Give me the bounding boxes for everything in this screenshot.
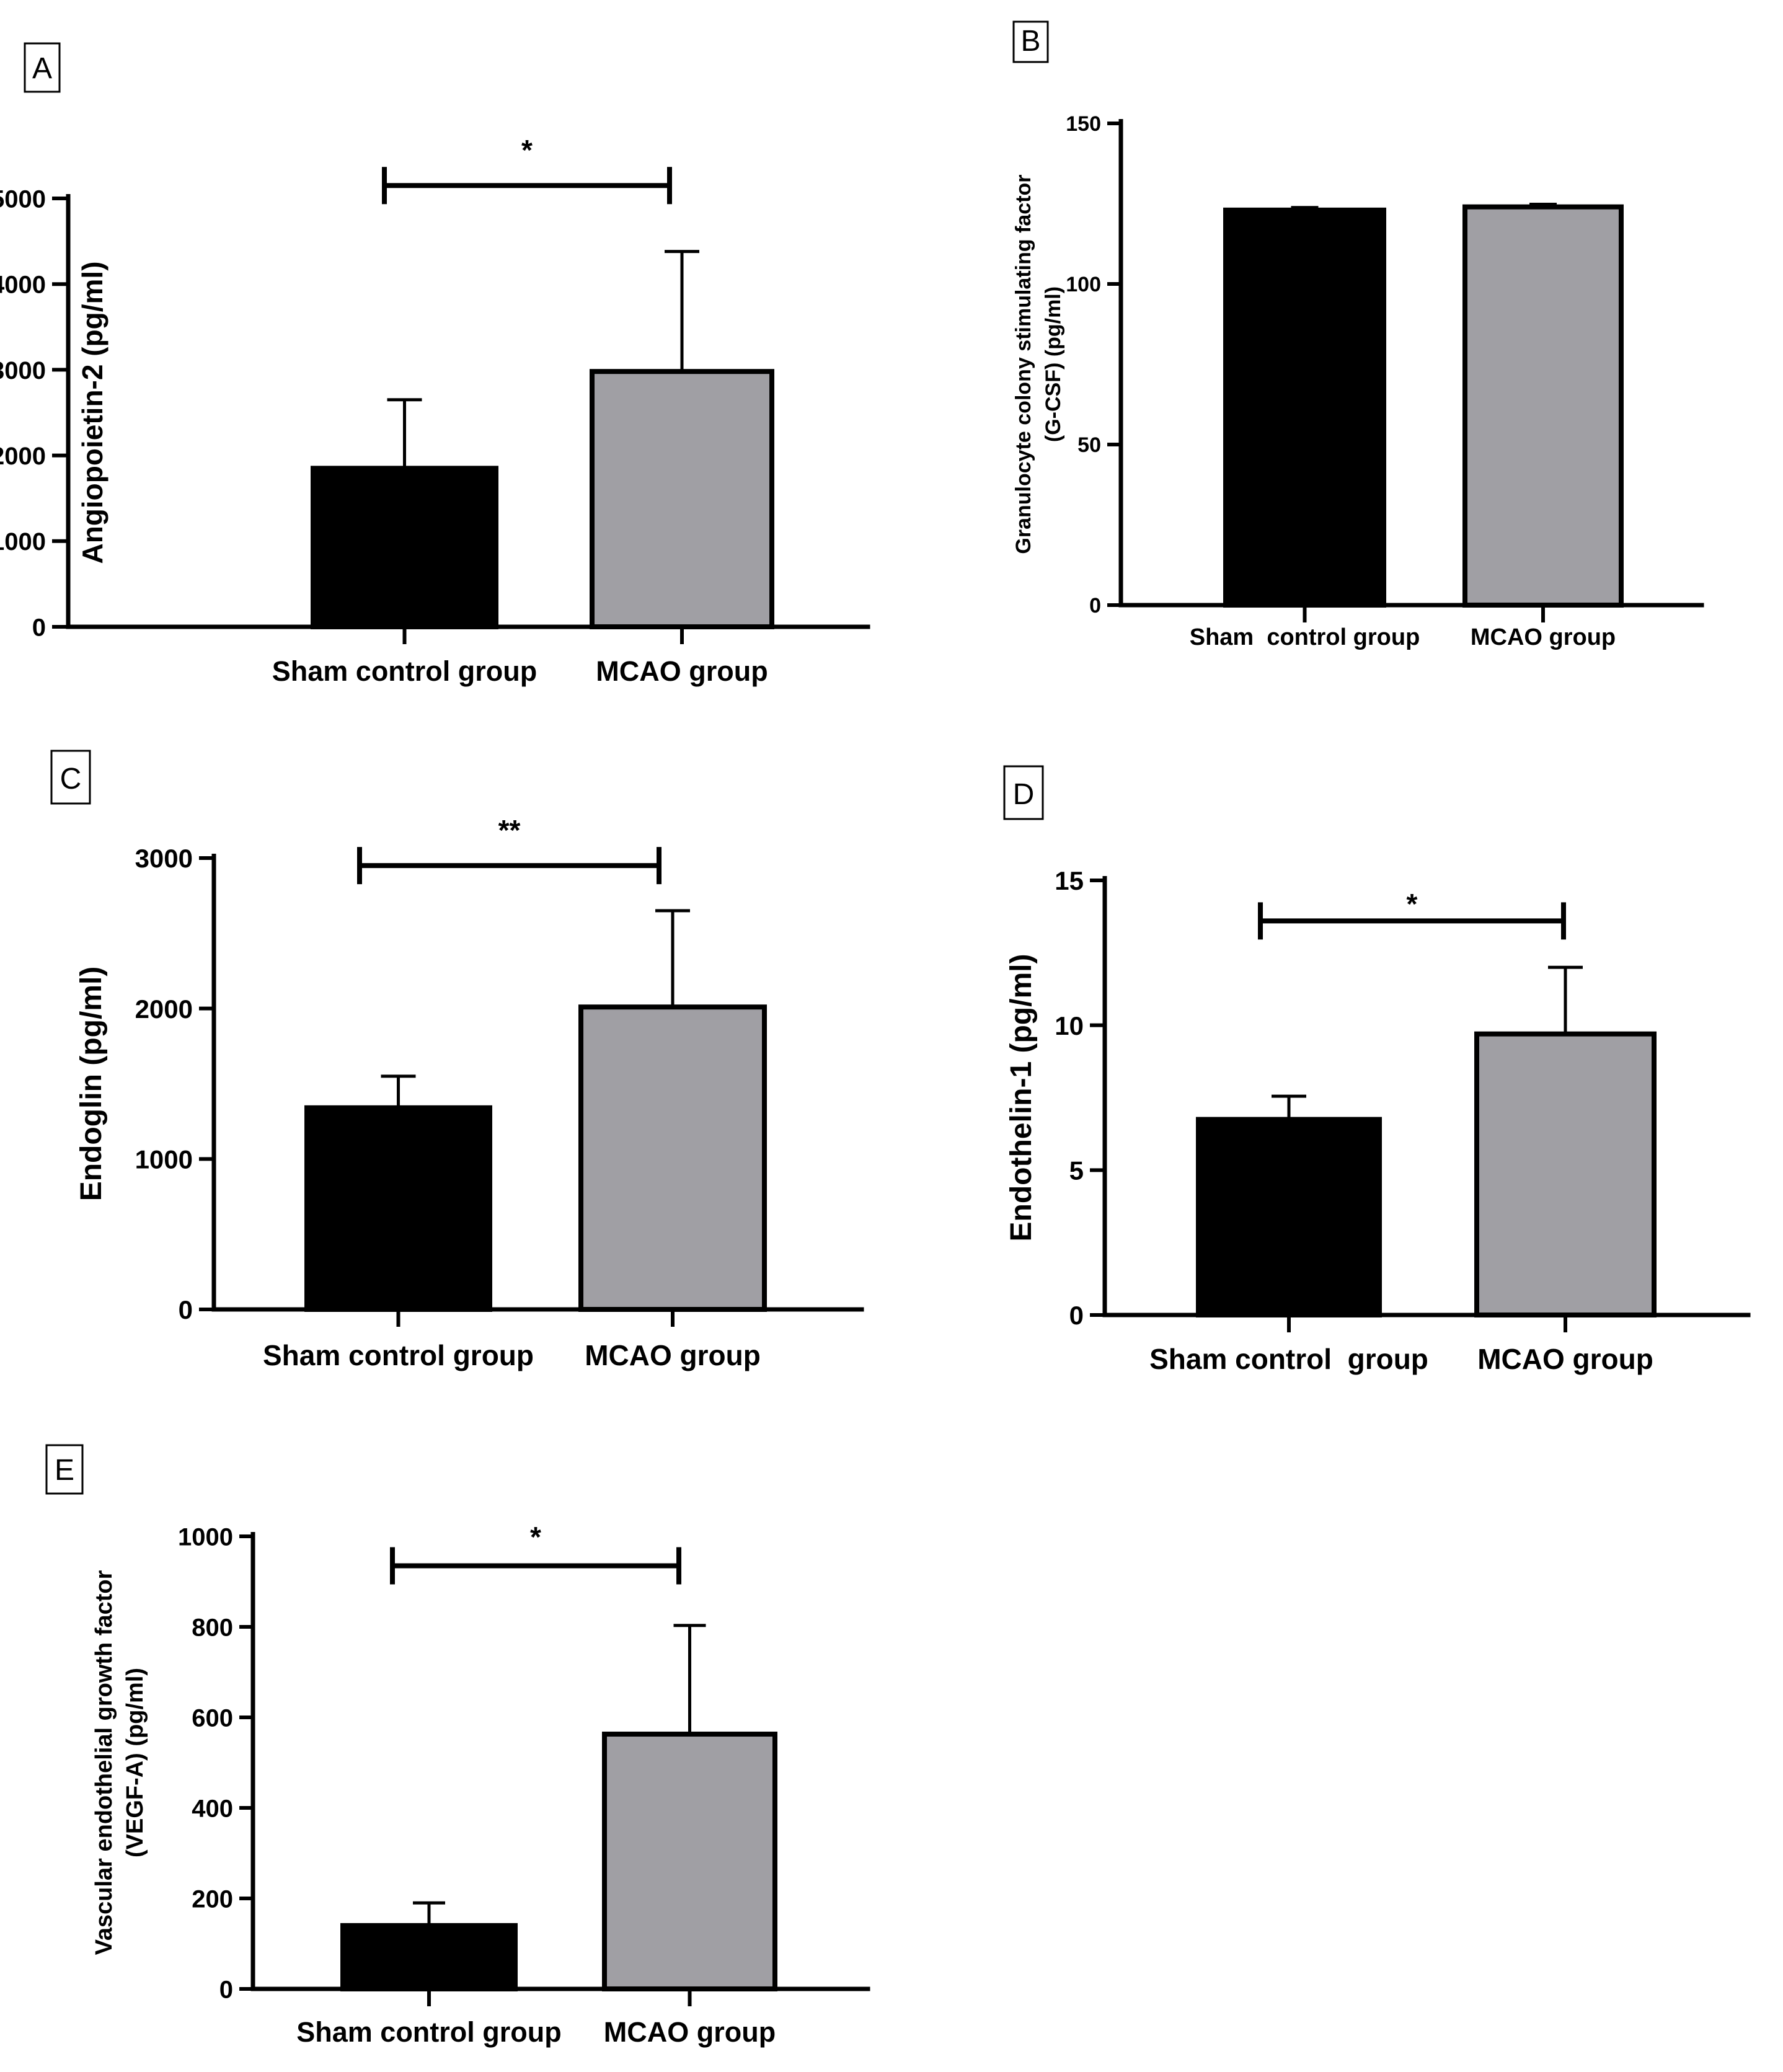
bar-e-1: [340, 1923, 518, 1992]
y-axis-title-b-line-1: Granulocyte colony stimulating factor: [1012, 174, 1035, 554]
panel-label-box-b: [1012, 20, 1049, 63]
y-tick-label-b-0: 0: [1089, 594, 1101, 618]
bar-e-2: [602, 1732, 777, 1991]
bar-d-2: [1474, 1031, 1657, 1317]
significance-label-c: **: [498, 814, 521, 846]
panel-label-box-d: [1003, 765, 1044, 820]
y-tick-label-a-5000: 5000: [0, 185, 46, 213]
bar-b-2: [1462, 204, 1624, 608]
y-tick-label-d-10: 10: [1055, 1011, 1084, 1040]
x-category-label-e-2: MCAO group: [604, 2016, 776, 2048]
panel-label-c: C: [60, 763, 82, 795]
y-axis-title-d: Endothelin-1 (pg/ml): [1005, 954, 1038, 1242]
significance-label-e: *: [530, 1521, 541, 1553]
x-category-label-b-2: MCAO group: [1471, 624, 1616, 650]
chart-panel-a: A 0 1000 2000 3000 4000 5000 Sham control group…: [0, 42, 870, 687]
y-tick-label-e-1000: 1000: [178, 1523, 233, 1551]
x-category-label-c-2: MCAO group: [585, 1339, 761, 1371]
y-tick-label-e-200: 200: [192, 1885, 233, 1913]
x-category-label-a-1: Sham control group: [272, 655, 538, 687]
y-tick-label-d-15: 15: [1055, 866, 1084, 895]
y-tick-label-d-0: 0: [1069, 1301, 1084, 1330]
significance-label-d: *: [1407, 888, 1418, 920]
y-tick-label-c-1000: 1000: [135, 1144, 193, 1174]
y-tick-label-c-0: 0: [179, 1295, 193, 1324]
x-category-label-c-1: Sham control group: [263, 1339, 534, 1371]
bar-d-1: [1196, 1117, 1382, 1318]
panel-label-e: E: [55, 1454, 74, 1487]
y-tick-label-e-0: 0: [219, 1976, 233, 2003]
chart-panel-c: C 0 1000 2000 3000 Sham control group MCAO gro…: [50, 750, 864, 1371]
panel-label-box-a: [24, 42, 61, 93]
panel-label-d: D: [1013, 778, 1035, 811]
y-tick-label-a-2000: 2000: [0, 443, 46, 470]
bar-c-2: [578, 1004, 767, 1312]
bar-a-1: [311, 466, 498, 630]
x-category-label-b-1: Sham control group: [1190, 624, 1420, 650]
y-tick-label-c-2000: 2000: [135, 994, 193, 1024]
y-tick-label-a-1000: 1000: [0, 528, 46, 556]
y-tick-label-e-400: 400: [192, 1795, 233, 1822]
x-category-label-d-2: MCAO group: [1477, 1343, 1653, 1375]
x-category-label-a-2: MCAO group: [596, 655, 768, 687]
chart-panel-e: E 0 200 400 600 800 1000 Sham control group MCAO…: [45, 1444, 870, 2048]
y-tick-label-b-100: 100: [1066, 273, 1101, 296]
bar-b-1: [1223, 207, 1386, 608]
y-axis-title-e-line-1: Vascular endothelial growth factor: [91, 1570, 117, 1955]
y-tick-label-b-50: 50: [1077, 433, 1101, 457]
panel-label-box-e: [45, 1444, 84, 1495]
bar-c-1: [304, 1105, 492, 1312]
x-category-label-d-1: Sham control group: [1149, 1343, 1428, 1375]
y-tick-label-b-150: 150: [1066, 112, 1101, 136]
bar-a-2: [590, 369, 774, 629]
y-tick-label-e-600: 600: [192, 1704, 233, 1732]
y-axis-title-a: Angiopoietin-2 (pg/ml): [76, 261, 108, 564]
y-tick-label-a-3000: 3000: [0, 357, 46, 384]
y-axis-title-b-line-2: (G-CSF) (pg/ml): [1042, 286, 1065, 442]
chart-panel-d: D 0 5 10 15 Sham control group MCAO group Endot…: [1003, 765, 1751, 1375]
y-axis-title-c: Endoglin (pg/ml): [75, 967, 108, 1202]
chart-panel-b: B 0 50 100 150 Sham control group MCAO group Gr…: [1012, 20, 1704, 650]
panel-label-a: A: [32, 52, 52, 85]
y-tick-label-a-0: 0: [32, 614, 46, 641]
panel-label-b: B: [1020, 25, 1040, 58]
significance-label-a: *: [521, 134, 533, 166]
panel-label-box-c: [50, 750, 91, 805]
y-tick-label-a-4000: 4000: [0, 272, 46, 299]
x-category-label-e-1: Sham control group: [296, 2016, 562, 2048]
y-axis-title-e-line-2: (VEGF-A) (pg/ml): [122, 1668, 148, 1857]
y-tick-label-d-5: 5: [1069, 1156, 1084, 1185]
y-tick-label-c-3000: 3000: [135, 844, 193, 873]
y-tick-label-e-800: 800: [192, 1614, 233, 1641]
